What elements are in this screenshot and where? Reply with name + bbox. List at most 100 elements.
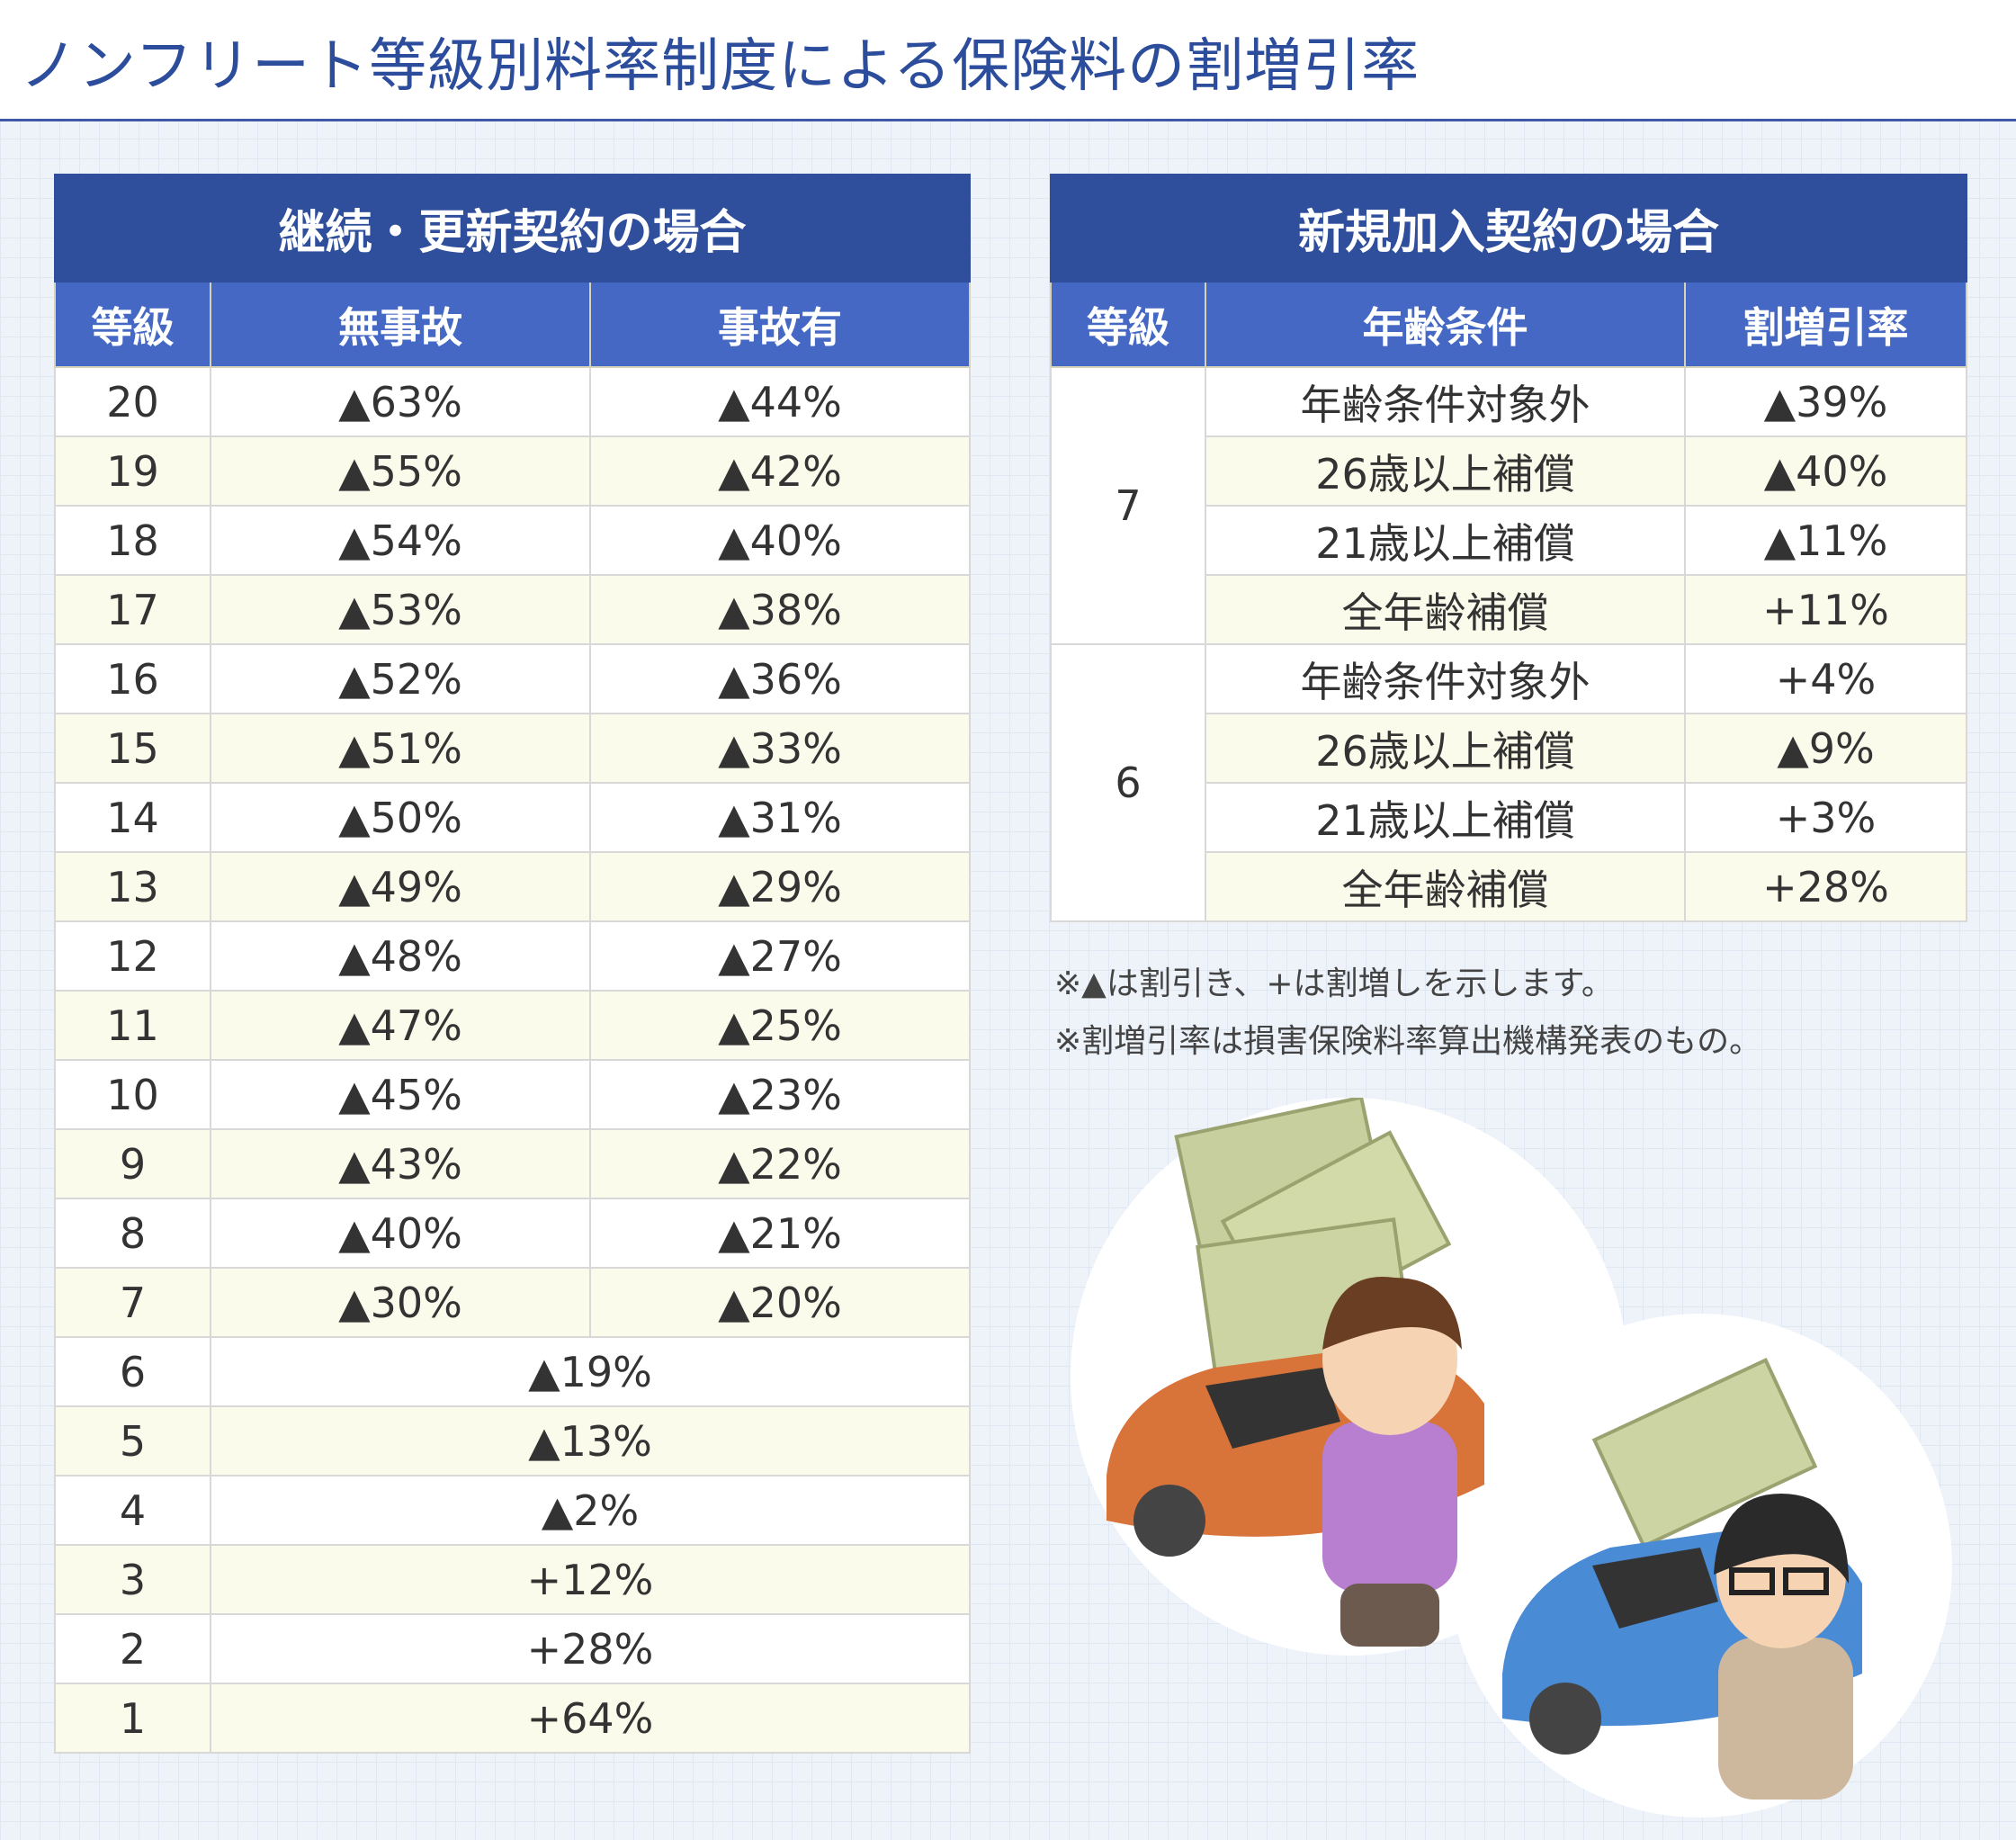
no-accident-cell: ▲52% [210, 643, 591, 714]
table-row: 26歳以上補償 ▲9% [1051, 713, 1967, 784]
rate-cell: ▲39% [1684, 366, 1967, 437]
grade-cell: 8 [54, 1198, 211, 1269]
age-condition-cell: 全年齢補償 [1205, 851, 1686, 922]
rate-cell: ▲19% [209, 1336, 972, 1407]
table-row: 11 ▲47% ▲25% [54, 990, 972, 1061]
table-row: 6 年齢条件対象外 +4% [1050, 643, 1967, 922]
col-grade: 等級 [1050, 281, 1206, 368]
grade-cell: 11 [54, 990, 211, 1061]
col-rate: 割増引率 [1684, 281, 1967, 368]
table-row: 21歳以上補償 ▲11% [1051, 505, 1967, 576]
table-row: 13 ▲49% ▲29% [54, 851, 972, 922]
age-condition-cell: 21歳以上補償 [1205, 782, 1686, 853]
accident-cell: ▲20% [588, 1267, 972, 1338]
no-accident-cell: ▲55% [210, 435, 591, 507]
table-row: 17 ▲53% ▲38% [54, 574, 972, 645]
accident-cell: ▲38% [588, 574, 972, 645]
no-accident-cell: ▲45% [210, 1059, 591, 1130]
grade-cell: 6 [1050, 643, 1206, 922]
table-row: 4 ▲2% [54, 1475, 972, 1546]
accident-cell: ▲21% [588, 1198, 972, 1269]
table-row: 6 ▲19% [54, 1336, 972, 1407]
age-condition-cell: 26歳以上補償 [1205, 435, 1686, 507]
grade-cell: 5 [54, 1405, 211, 1476]
table-row: 5 ▲13% [54, 1405, 972, 1476]
rate-cell: +12% [209, 1544, 972, 1615]
grade-cell: 10 [54, 1059, 211, 1130]
accident-cell: ▲27% [588, 920, 972, 992]
grade-cell: 15 [54, 713, 211, 784]
accident-cell: ▲44% [588, 366, 972, 437]
no-accident-cell: ▲63% [210, 366, 591, 437]
table-row: 15 ▲51% ▲33% [54, 713, 972, 784]
table-row: 20 ▲63% ▲44% [54, 366, 972, 437]
person-worried-icon [1322, 1277, 1462, 1647]
accident-cell: ▲40% [588, 505, 972, 576]
table-row: 16 ▲52% ▲36% [54, 643, 972, 714]
rate-cell: ▲2% [209, 1475, 972, 1546]
grade-cell: 9 [54, 1128, 211, 1199]
no-accident-cell: ▲30% [210, 1267, 591, 1338]
table-row: 9 ▲43% ▲22% [54, 1128, 972, 1199]
grade-cell: 19 [54, 435, 211, 507]
renewal-heading: 継続・更新契約の場合 [53, 174, 972, 283]
no-accident-cell: ▲54% [210, 505, 591, 576]
age-condition-cell: 21歳以上補償 [1205, 505, 1686, 576]
rate-cell: +28% [1684, 851, 1967, 922]
table-row: 3 +12% [54, 1544, 972, 1615]
table-row: 7 ▲30% ▲20% [54, 1267, 972, 1338]
age-condition-cell: 年齢条件対象外 [1205, 643, 1686, 714]
accident-cell: ▲42% [588, 435, 972, 507]
grade-cell: 20 [54, 366, 211, 437]
cars-money-illustration [1071, 1098, 1952, 1818]
person-glasses-icon [1714, 1494, 1853, 1800]
accident-cell: ▲25% [588, 990, 972, 1061]
no-accident-cell: ▲43% [210, 1128, 591, 1199]
accident-cell: ▲22% [588, 1128, 972, 1199]
grade-cell: 14 [54, 782, 211, 853]
no-accident-cell: ▲51% [210, 713, 591, 784]
accident-cell: ▲33% [588, 713, 972, 784]
table-row: 26歳以上補償 ▲40% [1051, 435, 1967, 507]
rate-cell: +11% [1684, 574, 1967, 645]
no-accident-cell: ▲53% [210, 574, 591, 645]
grade-cell: 2 [54, 1613, 211, 1684]
table-row: 18 ▲54% ▲40% [54, 505, 972, 576]
age-condition-cell: 全年齢補償 [1205, 574, 1686, 645]
table-row: 全年齢補償 +11% [1051, 574, 1967, 645]
accident-cell: ▲29% [588, 851, 972, 922]
title-bar: ノンフリート等級別料率制度による保険料の割増引率 [0, 0, 2016, 121]
table-row: 2 +28% [54, 1613, 972, 1684]
grade-cell: 16 [54, 643, 211, 714]
rate-cell: ▲13% [209, 1405, 972, 1476]
col-no-accident: 無事故 [210, 281, 591, 368]
table-row: 21歳以上補償 +3% [1051, 782, 1967, 853]
page-title: ノンフリート等級別料率制度による保険料の割増引率 [20, 33, 1420, 100]
accident-cell: ▲23% [588, 1059, 972, 1130]
no-accident-cell: ▲50% [210, 782, 591, 853]
grade-cell: 4 [54, 1475, 211, 1546]
money-icon [1174, 1098, 1818, 1548]
new-contract-heading: 新規加入契約の場合 [1050, 174, 1967, 283]
accident-cell: ▲36% [588, 643, 972, 714]
table-row: 全年齢補償 +28% [1051, 851, 1967, 922]
table-row: 8 ▲40% ▲21% [54, 1198, 972, 1269]
grade-cell: 12 [54, 920, 211, 992]
rate-cell: ▲11% [1684, 505, 1967, 576]
grade-cell: 18 [54, 505, 211, 576]
grade-cell: 7 [1050, 366, 1206, 645]
note-symbols: ※▲は割引き、+は割増しを示します。 [1054, 965, 1614, 1002]
no-accident-cell: ▲49% [210, 851, 591, 922]
no-accident-cell: ▲47% [210, 990, 591, 1061]
rate-cell: +3% [1684, 782, 1967, 853]
note-source: ※割増引率は損害保険料率算出機構発表のもの。 [1054, 1023, 1762, 1060]
grade-cell: 17 [54, 574, 211, 645]
col-accident: 事故有 [588, 281, 972, 368]
accident-cell: ▲31% [588, 782, 972, 853]
rate-cell: +64% [209, 1683, 972, 1754]
table-row: 12 ▲48% ▲27% [54, 920, 972, 992]
no-accident-cell: ▲40% [210, 1198, 591, 1269]
table-row: 1 +64% [54, 1683, 972, 1754]
col-grade: 等級 [54, 281, 211, 368]
rate-cell: +4% [1684, 643, 1967, 714]
